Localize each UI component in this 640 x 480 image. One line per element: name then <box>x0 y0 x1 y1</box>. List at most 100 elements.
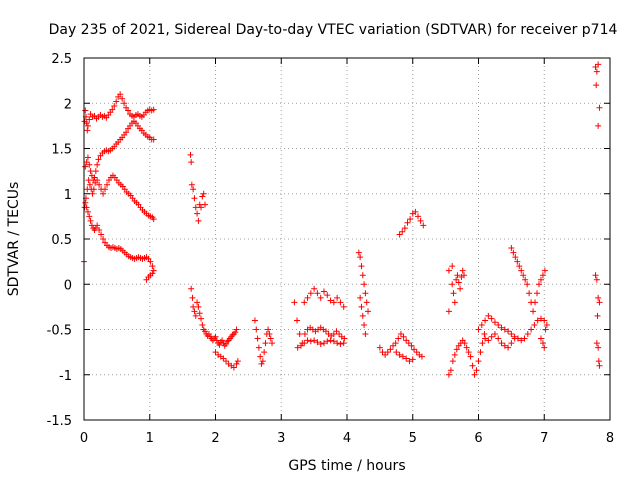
data-point <box>495 335 502 342</box>
data-point <box>86 181 93 188</box>
data-point <box>233 360 240 367</box>
data-point <box>189 294 196 301</box>
data-point <box>301 331 308 338</box>
data-point <box>311 285 318 292</box>
data-point <box>220 355 227 362</box>
data-point <box>190 186 197 193</box>
data-point <box>461 272 468 279</box>
data-point <box>102 186 109 193</box>
data-point <box>387 346 394 353</box>
data-point <box>357 294 364 301</box>
data-point <box>511 335 518 342</box>
data-point <box>408 342 415 349</box>
data-point <box>595 61 602 68</box>
data-point <box>267 335 274 342</box>
data-point <box>412 208 419 215</box>
y-axis-label: SDTVAR / TECUs <box>6 182 22 297</box>
data-point <box>104 181 111 188</box>
data-point <box>451 351 458 358</box>
data-point <box>121 100 128 107</box>
data-point <box>411 346 418 353</box>
data-point <box>340 303 347 310</box>
data-point <box>596 299 603 306</box>
data-point <box>418 353 425 360</box>
data-point <box>595 294 602 301</box>
data-point <box>395 335 402 342</box>
data-point <box>531 321 538 328</box>
data-point <box>83 159 90 166</box>
x-tick-label: 6 <box>474 431 482 446</box>
y-tick-label: 1 <box>64 188 72 203</box>
data-point <box>111 102 118 109</box>
data-point <box>358 303 365 310</box>
data-point <box>449 263 456 270</box>
data-point <box>485 312 492 319</box>
data-point <box>100 190 107 197</box>
data-point <box>330 299 337 306</box>
data-point <box>501 342 508 349</box>
data-point <box>365 308 372 315</box>
data-point <box>223 340 230 347</box>
data-point <box>465 349 472 356</box>
data-point <box>96 181 103 188</box>
data-point <box>229 331 236 338</box>
data-point <box>409 356 416 363</box>
data-point <box>361 321 368 328</box>
data-point <box>445 308 452 315</box>
data-point <box>192 312 199 319</box>
data-point <box>488 333 495 340</box>
data-point <box>358 263 365 270</box>
data-point <box>301 340 308 347</box>
data-point <box>199 193 206 200</box>
data-point <box>262 340 269 347</box>
data-point <box>457 285 464 292</box>
data-point <box>90 186 97 193</box>
data-point <box>224 338 231 345</box>
y-tick-label: -0.5 <box>47 324 72 339</box>
data-point <box>469 362 476 369</box>
data-point <box>520 272 527 279</box>
data-point <box>336 331 343 338</box>
data-point <box>89 190 96 197</box>
data-point <box>593 82 600 89</box>
data-point <box>94 222 101 229</box>
data-point <box>212 349 219 356</box>
data-point <box>596 362 603 369</box>
data-point <box>357 254 364 261</box>
data-point <box>482 335 489 342</box>
data-point <box>473 367 480 374</box>
data-point <box>393 349 400 356</box>
data-point <box>304 337 311 344</box>
data-point <box>192 204 199 211</box>
data-point <box>301 299 308 306</box>
data-point <box>420 222 427 229</box>
data-point <box>84 127 91 134</box>
data-point <box>403 355 410 362</box>
data-point <box>86 161 93 168</box>
data-point <box>149 263 156 270</box>
data-point <box>307 338 314 345</box>
data-point <box>505 328 512 335</box>
data-point <box>451 299 458 306</box>
data-point <box>455 279 462 286</box>
data-point <box>261 349 268 356</box>
data-point <box>234 358 241 365</box>
data-point <box>123 129 130 136</box>
data-point <box>461 340 468 347</box>
x-tick-labels: 0 1 2 3 4 5 6 7 8 <box>80 431 614 446</box>
data-point <box>485 337 492 344</box>
data-point <box>594 312 601 319</box>
data-point <box>505 344 512 351</box>
data-point <box>191 308 198 315</box>
data-points <box>81 61 603 378</box>
data-point <box>100 236 107 242</box>
data-point <box>518 267 525 274</box>
data-point <box>355 249 362 256</box>
y-tick-labels: -1.5 -1 -0.5 0 0.5 1 1.5 2 2.5 <box>47 52 72 429</box>
data-point <box>317 340 324 347</box>
data-point <box>324 338 331 345</box>
data-point <box>205 331 212 338</box>
data-point <box>541 344 548 351</box>
data-point <box>449 358 456 365</box>
